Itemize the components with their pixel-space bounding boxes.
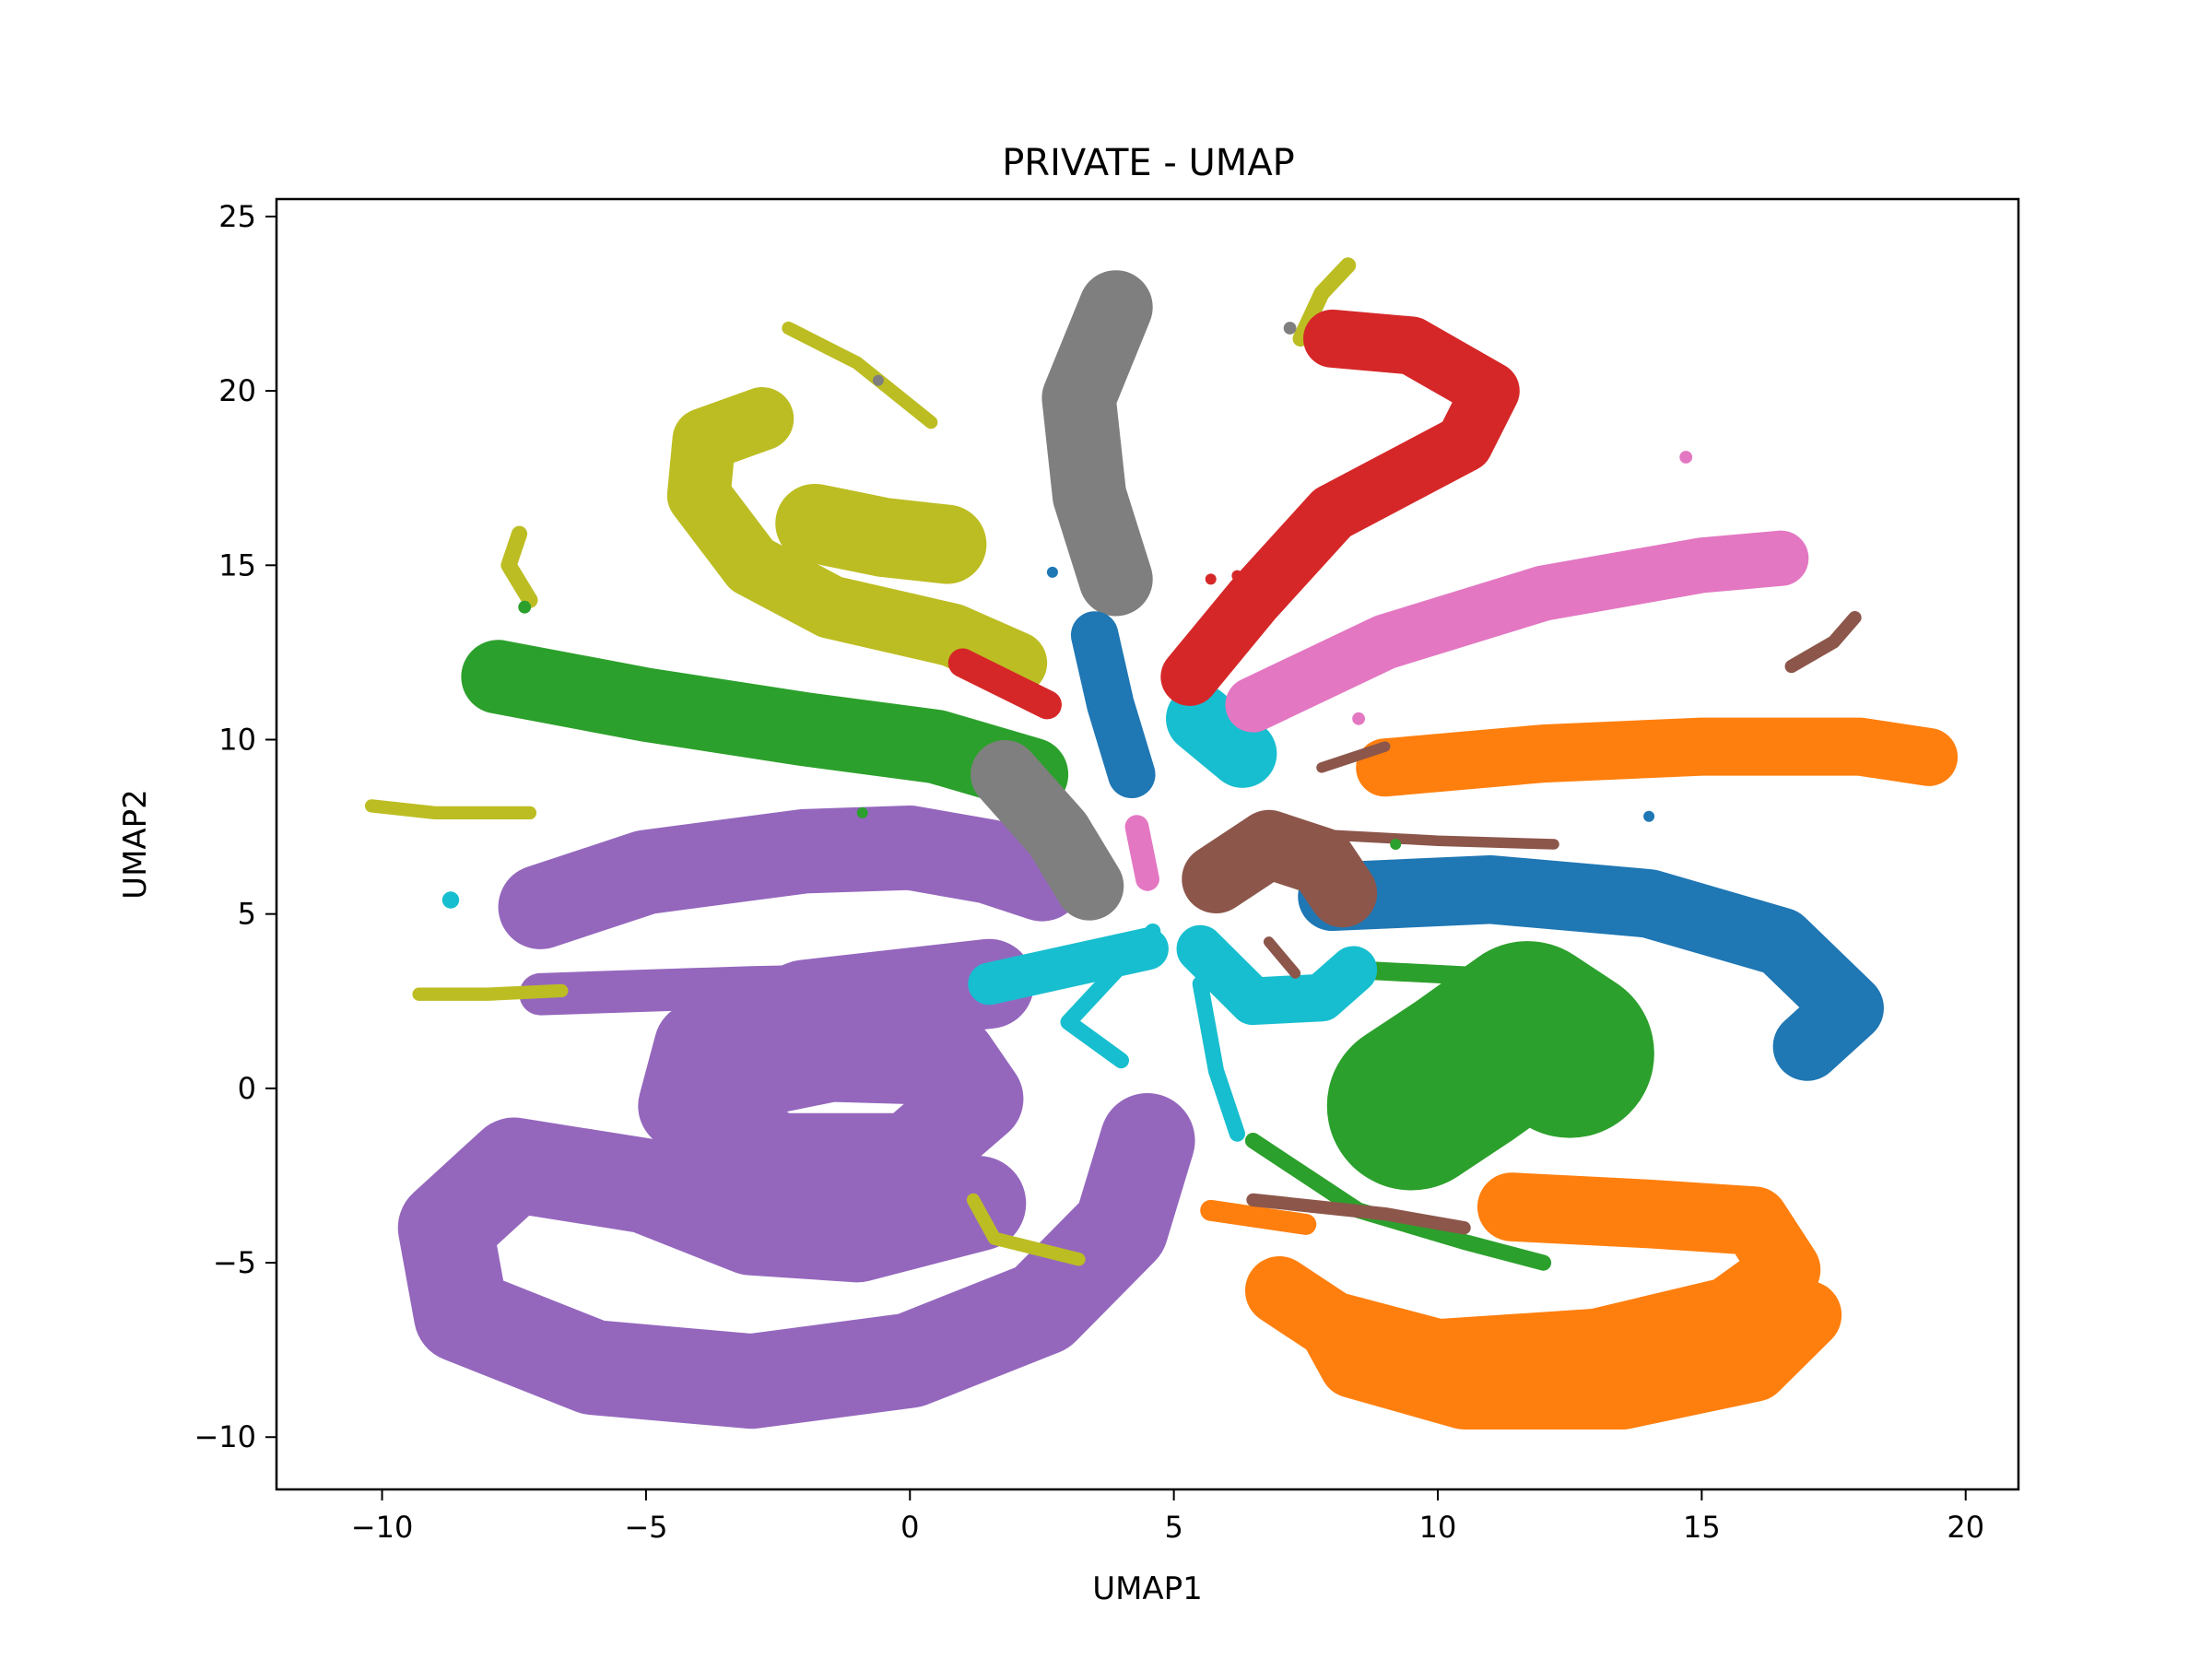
y-axis-ticks: −10 −5 0 5 10 15 20 25 bbox=[194, 199, 276, 1454]
cluster-2 bbox=[638, 938, 1034, 1204]
cluster-18 bbox=[1070, 611, 1156, 799]
cluster-6 bbox=[782, 321, 938, 429]
y-axis-label: UMAP2 bbox=[117, 789, 154, 900]
x-tick-label: 15 bbox=[1683, 1510, 1721, 1545]
x-tick-label: −5 bbox=[624, 1510, 667, 1545]
cluster-3 bbox=[397, 1093, 1195, 1430]
cluster-5 bbox=[775, 483, 987, 584]
y-tick-label: −10 bbox=[194, 1419, 256, 1454]
speck-9 bbox=[1643, 810, 1655, 822]
scatter-clusters bbox=[364, 257, 1959, 1430]
cluster-14 bbox=[1344, 960, 1617, 1021]
cluster-19 bbox=[1298, 854, 1884, 1081]
cluster-38 bbox=[1784, 610, 1862, 674]
cluster-37 bbox=[1246, 1193, 1471, 1235]
speck-10 bbox=[1390, 839, 1402, 850]
speck-0 bbox=[441, 891, 460, 909]
y-tick-label: 15 bbox=[218, 547, 256, 582]
speck-8 bbox=[1352, 712, 1365, 725]
speck-2 bbox=[518, 600, 532, 614]
cluster-23 bbox=[1176, 924, 1378, 1026]
y-tick-label: 10 bbox=[218, 722, 256, 757]
chart-title: PRIVATE - UMAP bbox=[1002, 142, 1295, 184]
cluster-36 bbox=[1263, 936, 1301, 979]
x-axis-label: UMAP1 bbox=[1092, 1571, 1203, 1607]
cluster-7 bbox=[500, 525, 538, 608]
cluster-10 bbox=[966, 1193, 1086, 1266]
x-tick-label: 10 bbox=[1419, 1510, 1457, 1545]
speck-5 bbox=[872, 374, 884, 386]
speck-11 bbox=[1046, 566, 1058, 578]
speck-6 bbox=[1205, 573, 1217, 585]
cluster-29 bbox=[1356, 717, 1959, 797]
cluster-25 bbox=[1160, 309, 1520, 706]
x-tick-label: −10 bbox=[351, 1510, 414, 1545]
cluster-12 bbox=[461, 640, 1069, 812]
cluster-34 bbox=[1300, 828, 1559, 850]
cluster-33 bbox=[1182, 809, 1378, 928]
cluster-22 bbox=[1060, 924, 1161, 1069]
plot-frame bbox=[275, 197, 2020, 1491]
cluster-31 bbox=[1298, 1280, 1842, 1430]
y-tick-label: 20 bbox=[218, 373, 256, 408]
cluster-13 bbox=[1326, 941, 1654, 1191]
x-tick-label: 20 bbox=[1947, 1510, 1984, 1545]
cluster-32 bbox=[1200, 1199, 1317, 1235]
cluster-20 bbox=[1166, 684, 1277, 788]
cluster-4 bbox=[666, 387, 1048, 695]
cluster-0 bbox=[498, 806, 1085, 949]
y-tick-label: −5 bbox=[213, 1245, 256, 1280]
x-tick-label: 5 bbox=[1164, 1510, 1182, 1545]
cluster-16 bbox=[1041, 270, 1153, 617]
cluster-17 bbox=[971, 740, 1124, 921]
x-axis-ticks: −10 −5 0 5 10 15 20 bbox=[351, 1489, 1984, 1545]
speck-3 bbox=[856, 806, 868, 818]
speck-1 bbox=[1679, 451, 1693, 464]
x-tick-label: 0 bbox=[900, 1510, 919, 1545]
cluster-9 bbox=[412, 983, 569, 1001]
cluster-35 bbox=[1316, 741, 1391, 773]
cluster-24 bbox=[1192, 975, 1245, 1142]
cluster-15 bbox=[1244, 1133, 1552, 1271]
cluster-8 bbox=[364, 799, 537, 820]
speck-4 bbox=[1283, 322, 1297, 335]
y-tick-label: 25 bbox=[218, 199, 256, 234]
y-tick-label: 5 bbox=[238, 897, 256, 932]
cluster-26 bbox=[947, 648, 1062, 720]
cluster-28 bbox=[1124, 815, 1159, 891]
y-tick-label: 0 bbox=[238, 1071, 256, 1106]
cluster-27 bbox=[1225, 530, 1809, 733]
speck-7 bbox=[1231, 570, 1243, 582]
